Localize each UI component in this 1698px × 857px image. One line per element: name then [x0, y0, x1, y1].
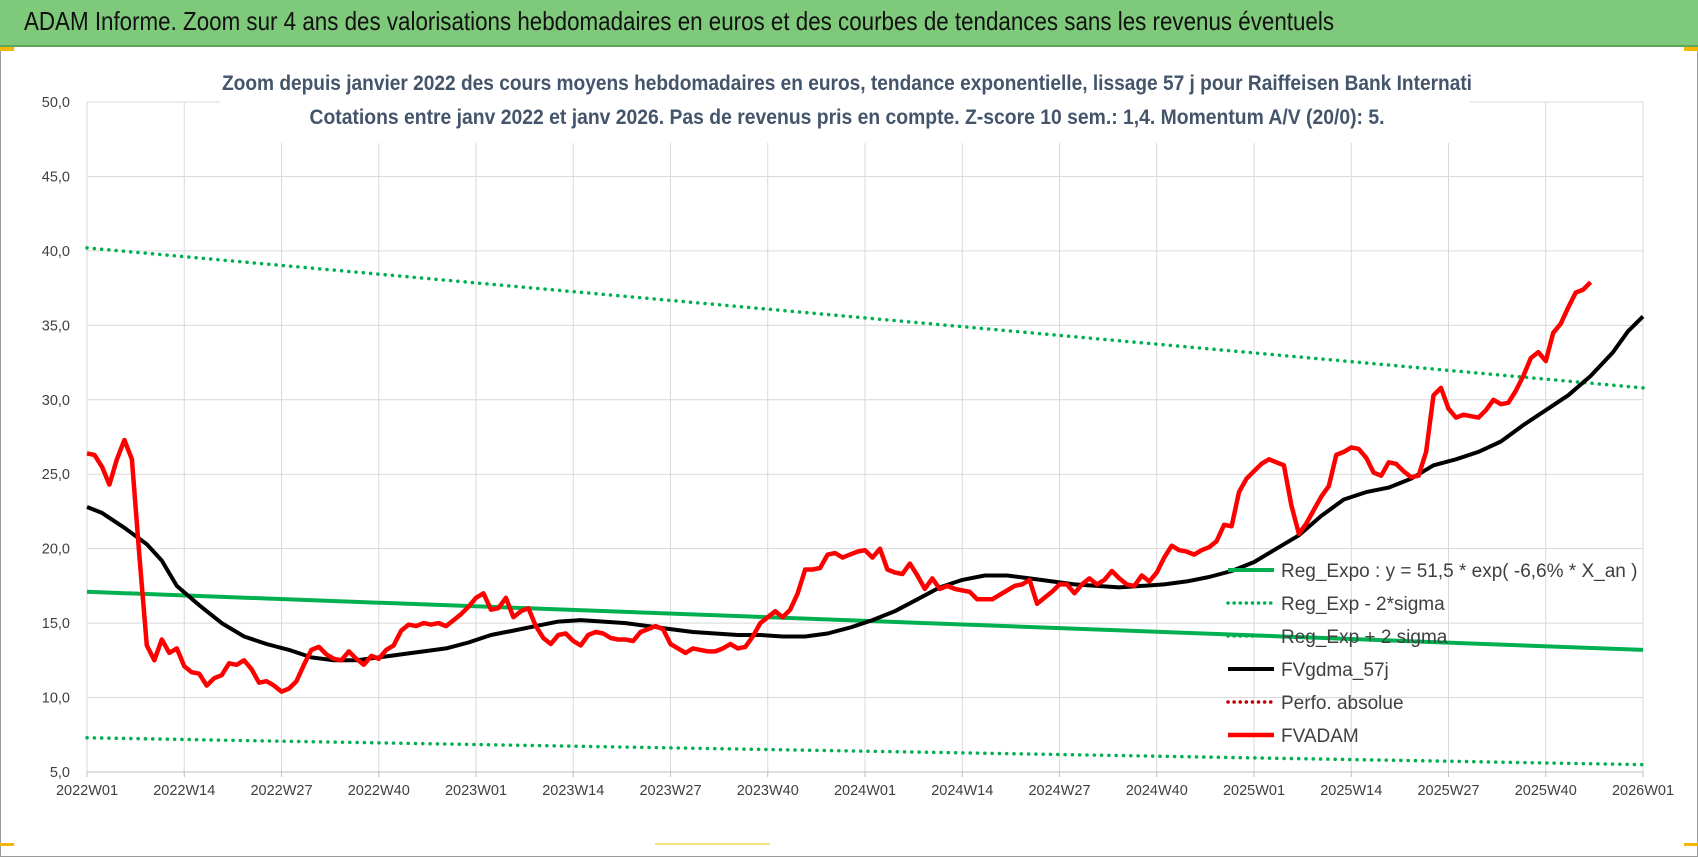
axis-ticks: 5,0 10,0 15,0 20,0 25,0 30,0 35,0 40,0 45,0 50,0 2…: [42, 95, 1674, 799]
legend-label: Reg_Exp + 2 sigma: [1281, 627, 1448, 648]
corner-mark-bottom-center: [655, 843, 770, 845]
x-tick-label: 2023W27: [639, 783, 701, 799]
x-tick-label: 2024W01: [834, 783, 896, 799]
chart-subtitle: Cotations entre janv 2022 et janv 2026. …: [310, 106, 1385, 129]
y-tick-label: 35,0: [42, 318, 70, 334]
x-tick-label: 2024W40: [1126, 783, 1188, 799]
page-title: ADAM Informe. Zoom sur 4 ans des valoris…: [24, 6, 1335, 36]
y-tick-label: 40,0: [42, 244, 70, 260]
y-tick-label: 5,0: [50, 765, 70, 781]
legend-label: FVADAM: [1281, 726, 1359, 747]
line-chart: 5,0 10,0 15,0 20,0 25,0 30,0 35,0 40,0 45,0 50,0 2…: [42, 63, 1674, 799]
gridlines: [86, 101, 1644, 777]
x-tick-label: 2022W27: [250, 783, 312, 799]
y-tick-label: 45,0: [42, 169, 70, 185]
corner-mark-top-left: [0, 47, 14, 51]
y-tick-label: 50,0: [42, 95, 70, 111]
x-tick-label: 2023W40: [737, 783, 799, 799]
y-tick-label: 10,0: [42, 691, 70, 707]
y-tick-label: 30,0: [42, 393, 70, 409]
x-tick-label: 2025W14: [1320, 783, 1382, 799]
x-tick-label: 2025W27: [1417, 783, 1479, 799]
legend-label: Reg_Expo : y = 51,5 * exp( -6,6% * X_an …: [1281, 561, 1637, 582]
x-tick-label: 2022W14: [153, 783, 215, 799]
corner-mark-bottom-left: [0, 843, 14, 846]
title-background: [220, 63, 1470, 143]
series-lines: [85, 246, 1645, 767]
series-line-fvgdma-57j: [86, 314, 1645, 663]
y-tick-label: 15,0: [42, 616, 70, 632]
x-tick-label: 2024W14: [931, 783, 993, 799]
series-line-fvadam: [86, 280, 1593, 694]
y-tick-label: 20,0: [42, 542, 70, 558]
legend-label: Reg_Exp - 2*sigma: [1281, 594, 1445, 615]
chart-title: Zoom depuis janvier 2022 des cours moyen…: [222, 72, 1472, 95]
legend: Reg_Expo : y = 51,5 * exp( -6,6% * X_an …: [1226, 561, 1637, 747]
x-tick-label: 2022W40: [348, 783, 410, 799]
y-tick-label: 25,0: [42, 467, 70, 483]
legend-label: Perfo. absolue: [1281, 693, 1404, 714]
header-banner: ADAM Informe. Zoom sur 4 ans des valoris…: [0, 0, 1698, 47]
x-tick-label: 2025W01: [1223, 783, 1285, 799]
x-tick-label: 2025W40: [1515, 783, 1577, 799]
x-tick-label: 2023W01: [445, 783, 507, 799]
x-tick-label: 2026W01: [1612, 783, 1674, 799]
x-tick-label: 2023W14: [542, 783, 604, 799]
x-tick-label: 2022W01: [56, 783, 118, 799]
legend-label: FVgdma_57j: [1281, 660, 1389, 681]
series-line-reg-exp-2-sigma: [85, 246, 1645, 390]
corner-mark-top-right: [1684, 47, 1698, 51]
x-tick-label: 2024W27: [1028, 783, 1090, 799]
corner-mark-bottom-right: [1684, 843, 1698, 846]
